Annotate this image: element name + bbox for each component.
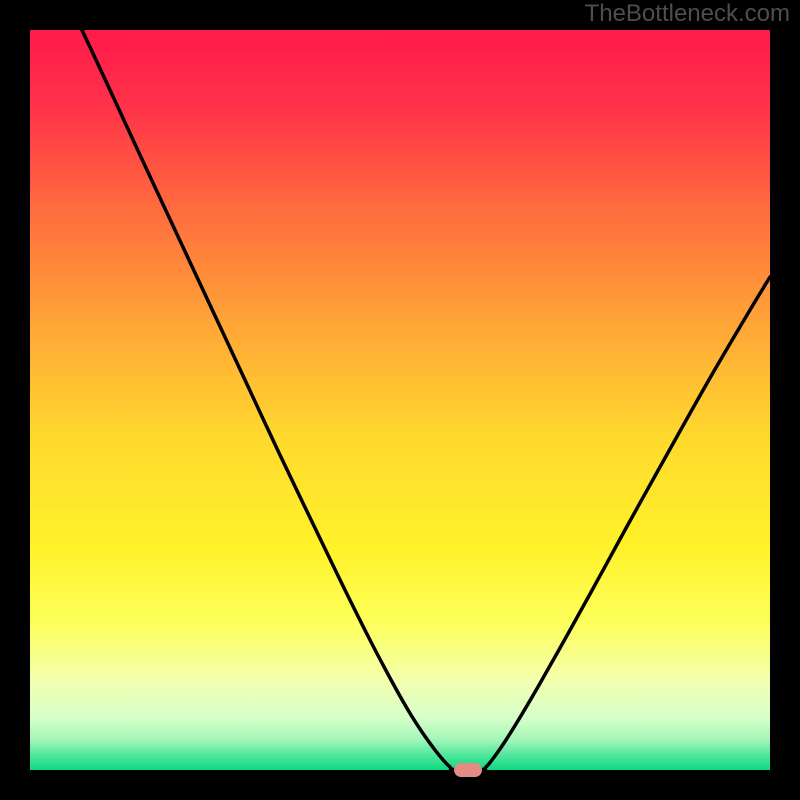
optimum-marker [454, 763, 482, 777]
bottleneck-curve [30, 30, 770, 770]
watermark-text: TheBottleneck.com [585, 0, 790, 28]
plot-area [30, 30, 770, 770]
chart-frame: TheBottleneck.com [0, 0, 800, 800]
curve-path [82, 30, 770, 770]
